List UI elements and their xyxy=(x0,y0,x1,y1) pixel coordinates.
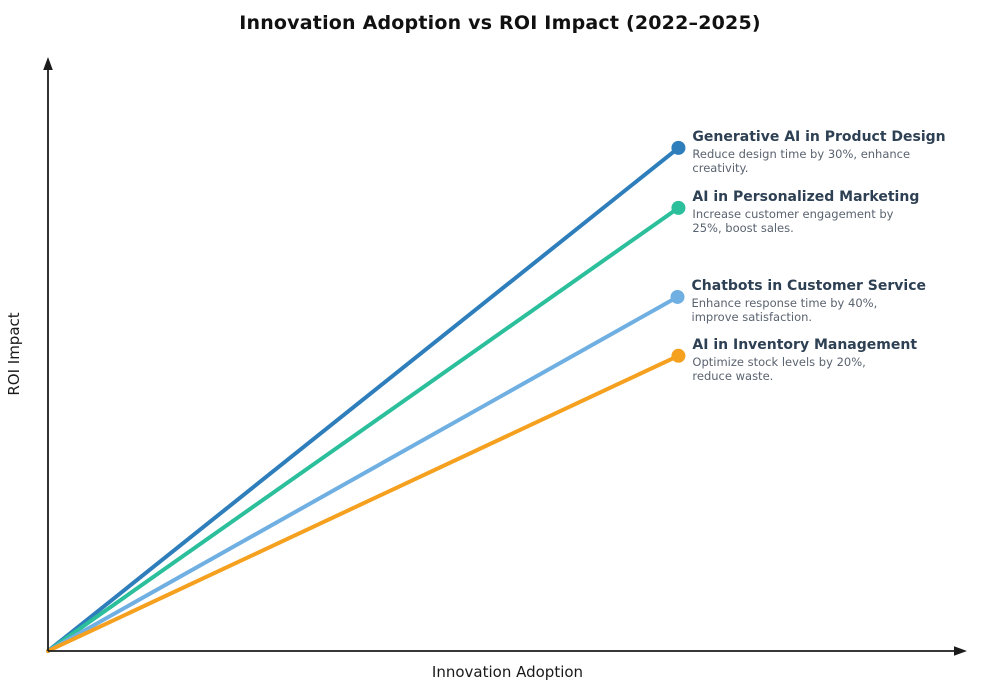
y-axis-arrow-icon xyxy=(43,57,53,70)
series-line-2 xyxy=(46,294,680,653)
series-line-1 xyxy=(46,205,681,653)
chart-title: Innovation Adoption vs ROI Impact (2022–… xyxy=(239,12,761,34)
series-line-0 xyxy=(46,145,681,653)
annotation-ai-personalized-marketing: AI in Personalized Marketing Increase cu… xyxy=(692,189,962,235)
annotation-chatbots-customer-service: Chatbots in Customer Service Enhance res… xyxy=(692,278,962,324)
annotation-title: Generative AI in Product Design xyxy=(692,128,946,145)
annotation-description: Optimize stock levels by 20%, reduce was… xyxy=(692,354,866,383)
annotation-generative-ai-product-design: Generative AI in Product Design Reduce d… xyxy=(692,129,962,175)
series-endpoint-dot-1 xyxy=(671,200,686,215)
series-endpoint-dot-0 xyxy=(671,140,686,155)
annotation-title: AI in Inventory Management xyxy=(692,336,918,353)
series-endpoint-dot-2 xyxy=(670,289,685,304)
annotation-description: Enhance response time by 40%, improve sa… xyxy=(691,295,878,324)
x-axis-arrow-icon xyxy=(954,646,967,656)
annotation-title: AI in Personalized Marketing xyxy=(692,188,920,205)
series-line-3 xyxy=(46,353,681,653)
series-endpoint-dot-3 xyxy=(671,348,686,363)
y-axis-label: ROI Impact xyxy=(5,312,23,396)
x-axis-label: Innovation Adoption xyxy=(431,663,584,681)
annotation-title: Chatbots in Customer Service xyxy=(691,277,927,294)
annotation-description: Increase customer engagement by 25%, boo… xyxy=(692,206,894,235)
annotation-ai-inventory-management: AI in Inventory Management Optimize stoc… xyxy=(692,337,962,383)
annotation-description: Reduce design time by 30%, enhance creat… xyxy=(692,146,911,175)
